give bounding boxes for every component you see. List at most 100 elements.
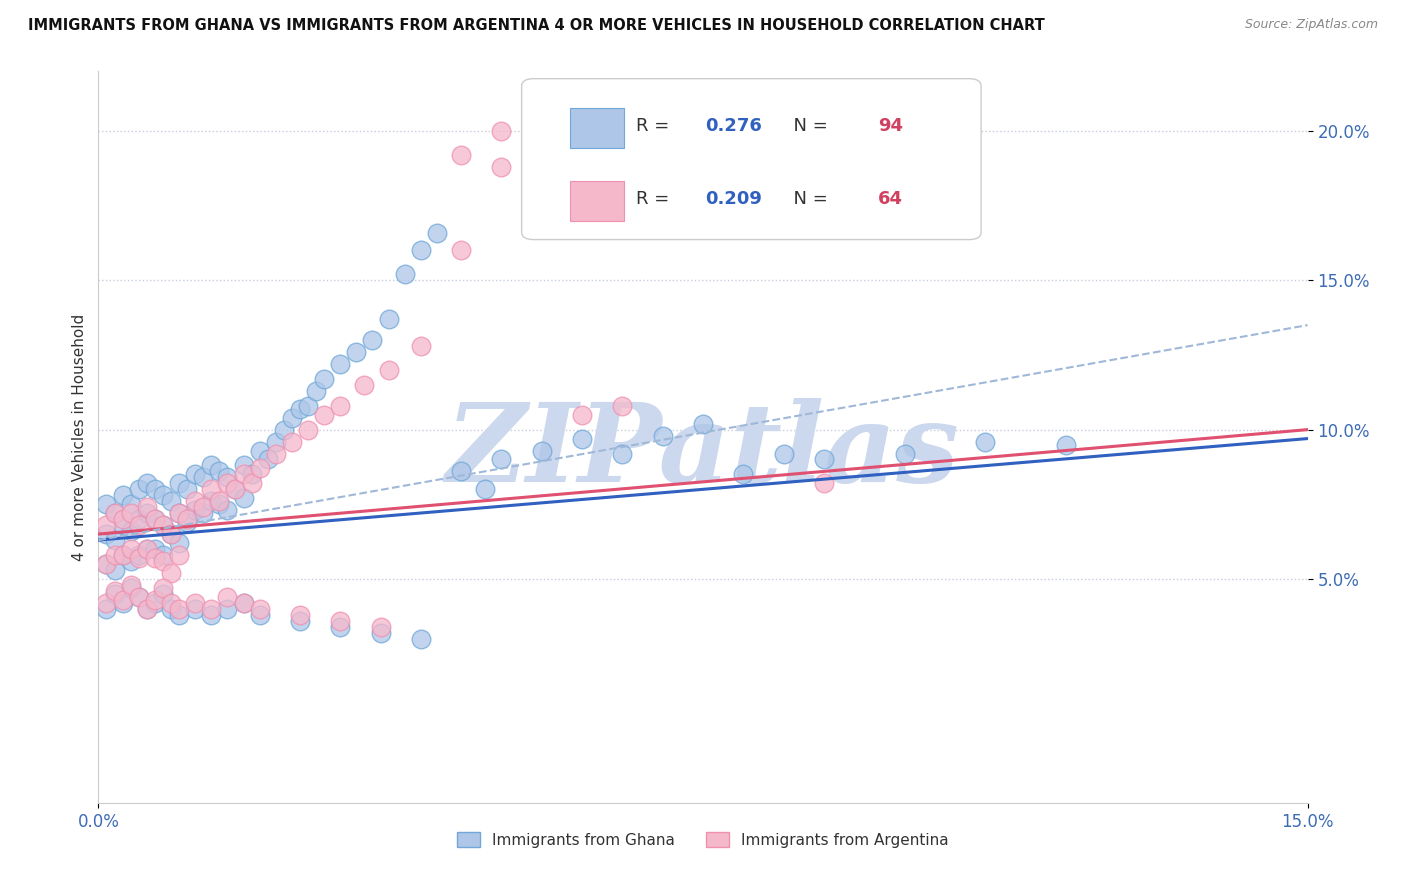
- Text: N =: N =: [782, 117, 834, 136]
- Point: [143, 551, 166, 566]
- Point: [167, 506, 190, 520]
- Point: [329, 357, 352, 371]
- Point: [128, 548, 150, 562]
- Point: [135, 601, 157, 615]
- Point: [813, 452, 835, 467]
- Point: [193, 470, 215, 484]
- Point: [813, 476, 835, 491]
- Point: [450, 148, 472, 162]
- Point: [111, 548, 134, 562]
- Text: Source: ZipAtlas.com: Source: ZipAtlas.com: [1244, 18, 1378, 31]
- Point: [288, 614, 311, 628]
- Point: [361, 333, 384, 347]
- Point: [128, 512, 150, 526]
- FancyBboxPatch shape: [522, 78, 981, 240]
- Point: [232, 596, 254, 610]
- Point: [143, 512, 166, 526]
- Point: [135, 506, 157, 520]
- Point: [128, 483, 150, 497]
- Point: [152, 488, 174, 502]
- Point: [184, 503, 207, 517]
- Point: [167, 536, 190, 550]
- Point: [143, 592, 166, 607]
- Point: [143, 596, 166, 610]
- Point: [135, 500, 157, 515]
- Point: [329, 614, 352, 628]
- Point: [232, 458, 254, 473]
- Point: [208, 494, 231, 508]
- Point: [264, 446, 287, 460]
- Point: [96, 527, 118, 541]
- Point: [217, 470, 239, 484]
- Point: [264, 434, 287, 449]
- Point: [111, 592, 134, 607]
- Point: [571, 432, 593, 446]
- Point: [103, 563, 125, 577]
- Point: [491, 452, 513, 467]
- Point: [394, 268, 416, 282]
- Point: [152, 518, 174, 533]
- Point: [217, 590, 239, 604]
- Point: [96, 557, 118, 571]
- Point: [344, 345, 367, 359]
- Point: [240, 467, 263, 482]
- Point: [135, 542, 157, 557]
- Point: [612, 399, 634, 413]
- Text: R =: R =: [637, 117, 675, 136]
- Point: [256, 452, 278, 467]
- Point: [167, 548, 190, 562]
- Text: R =: R =: [637, 190, 675, 209]
- Point: [152, 587, 174, 601]
- Point: [288, 401, 311, 416]
- Point: [450, 244, 472, 258]
- Point: [184, 601, 207, 615]
- Point: [733, 467, 755, 482]
- Point: [200, 458, 222, 473]
- Point: [184, 467, 207, 482]
- Point: [152, 548, 174, 562]
- Point: [208, 497, 231, 511]
- Point: [281, 410, 304, 425]
- Point: [184, 494, 207, 508]
- Point: [426, 226, 449, 240]
- Point: [409, 339, 432, 353]
- Point: [96, 518, 118, 533]
- Point: [249, 443, 271, 458]
- Point: [217, 476, 239, 491]
- Point: [305, 384, 328, 398]
- Point: [96, 557, 118, 571]
- Point: [200, 494, 222, 508]
- Bar: [569, 181, 624, 221]
- Point: [370, 620, 392, 634]
- Point: [409, 244, 432, 258]
- Legend: Immigrants from Ghana, Immigrants from Argentina: Immigrants from Ghana, Immigrants from A…: [451, 825, 955, 854]
- Point: [103, 533, 125, 547]
- Point: [96, 497, 118, 511]
- Point: [103, 587, 125, 601]
- Point: [143, 512, 166, 526]
- Text: 94: 94: [879, 117, 903, 136]
- Text: 0.276: 0.276: [706, 117, 762, 136]
- Point: [370, 625, 392, 640]
- Point: [329, 620, 352, 634]
- Point: [208, 464, 231, 478]
- Point: [297, 399, 319, 413]
- Point: [530, 443, 553, 458]
- Point: [143, 483, 166, 497]
- Point: [353, 377, 375, 392]
- Point: [491, 160, 513, 174]
- Point: [111, 488, 134, 502]
- Bar: [569, 108, 624, 148]
- Point: [135, 476, 157, 491]
- Point: [111, 512, 134, 526]
- Point: [240, 476, 263, 491]
- Point: [152, 581, 174, 595]
- Point: [160, 494, 183, 508]
- Point: [120, 578, 142, 592]
- Point: [232, 467, 254, 482]
- Text: IMMIGRANTS FROM GHANA VS IMMIGRANTS FROM ARGENTINA 4 OR MORE VEHICLES IN HOUSEHO: IMMIGRANTS FROM GHANA VS IMMIGRANTS FROM…: [28, 18, 1045, 33]
- Point: [217, 601, 239, 615]
- Point: [120, 554, 142, 568]
- Point: [120, 524, 142, 538]
- Point: [232, 596, 254, 610]
